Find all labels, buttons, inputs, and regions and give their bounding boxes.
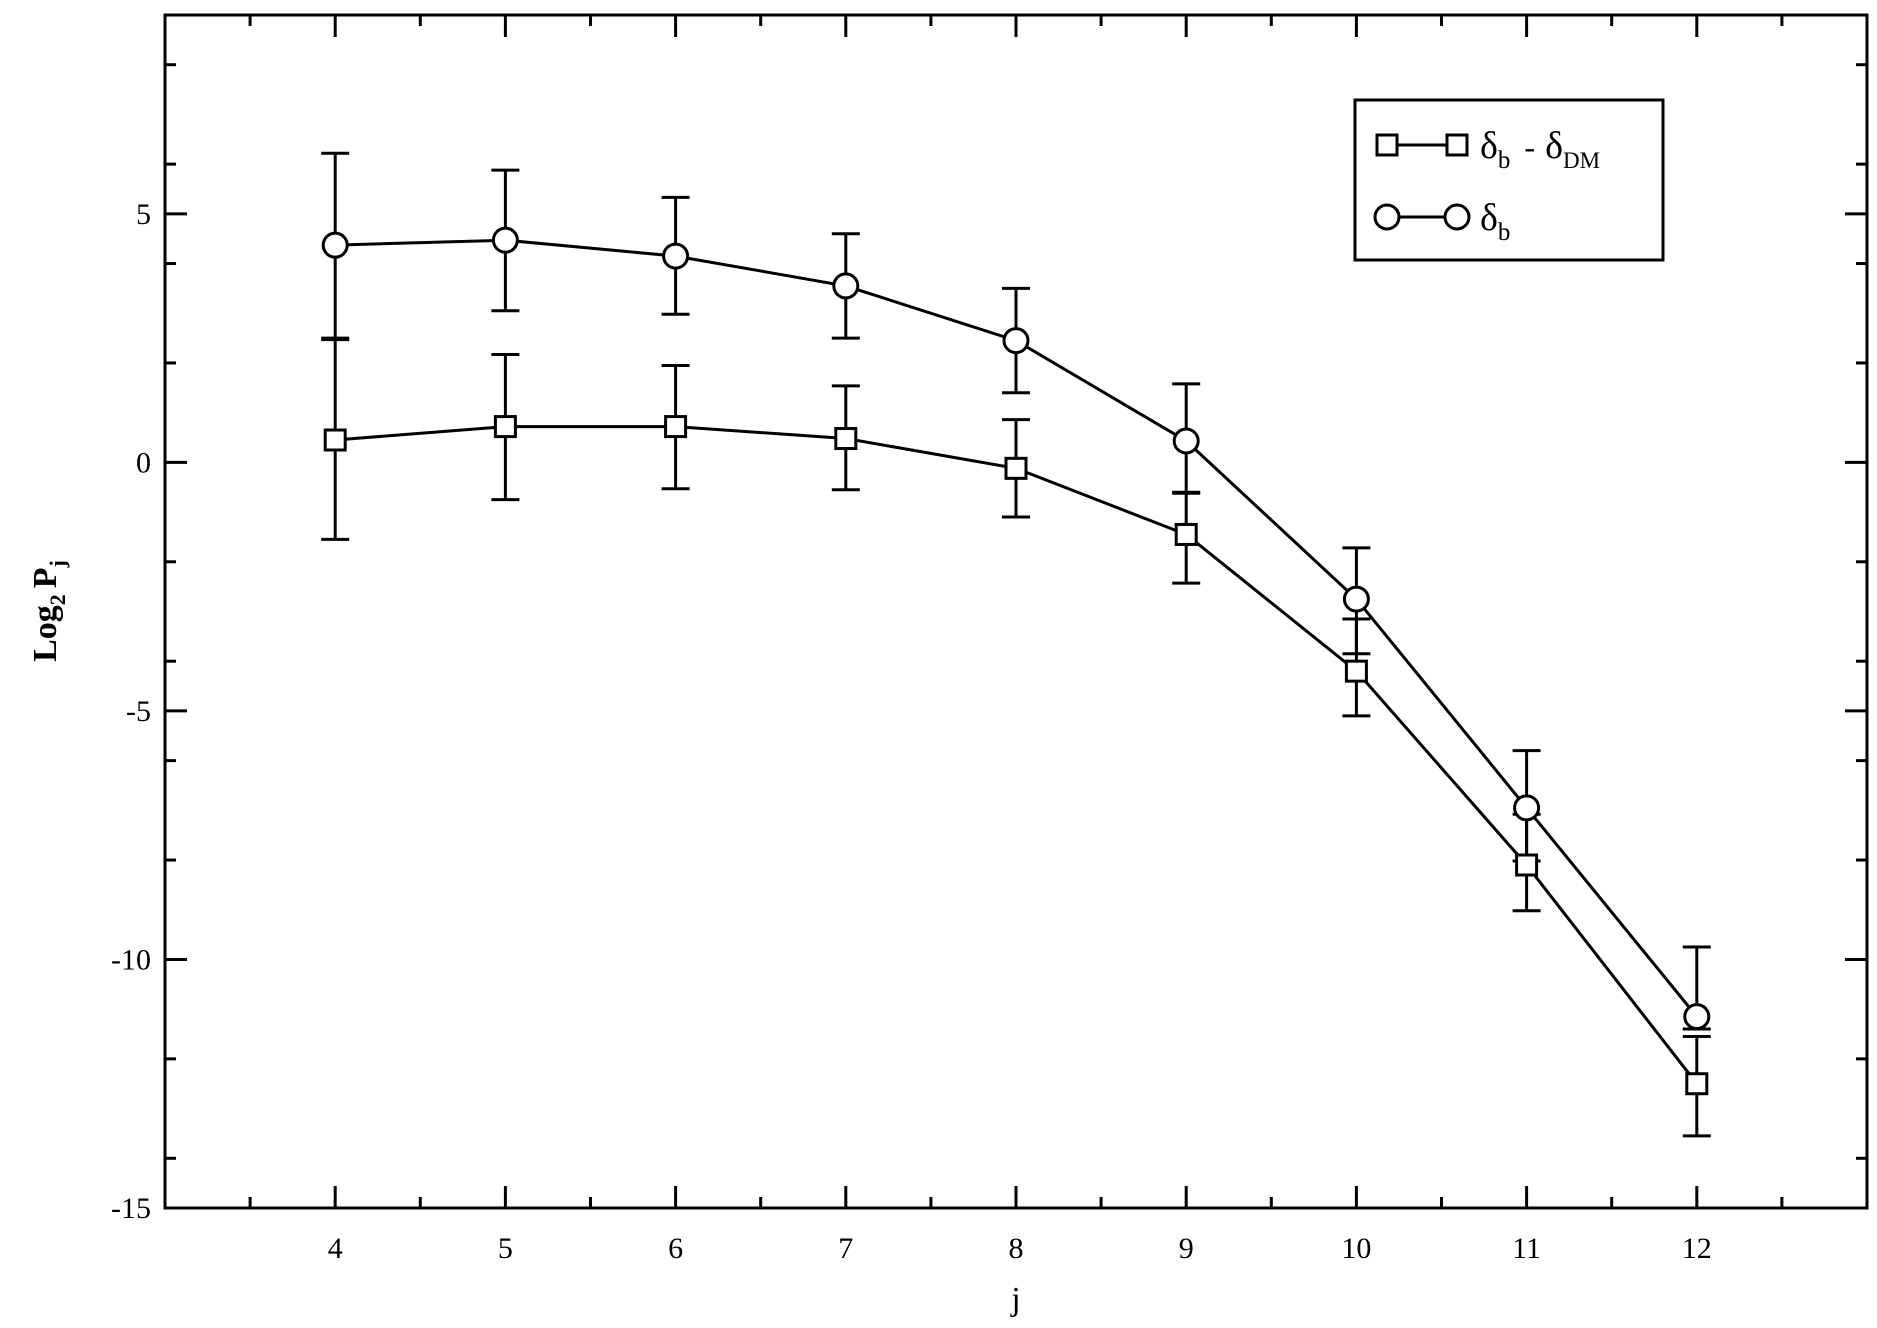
y-tick-label: 0 (136, 446, 151, 479)
data-point-square (664, 415, 688, 439)
tick-labels: 4 5 6 7 8 9 10 11 12 -15 -10 -5 0 5 (111, 198, 1712, 1265)
legend-label-square: δb - δDM (1480, 125, 1600, 174)
data-point-circle (1683, 1003, 1711, 1031)
y-axis-label-base: Log (27, 605, 64, 662)
y-axis-label: Log2 Pj (27, 560, 70, 662)
legend-label-circle: δb (1480, 197, 1510, 246)
x-tick-label: 5 (498, 1232, 513, 1265)
x-axis-label: j (1010, 1281, 1020, 1318)
data-point-circle (1342, 585, 1370, 613)
y-tick-label: 5 (136, 198, 151, 231)
data-point-square (1515, 853, 1539, 877)
data-point-circle (321, 231, 349, 259)
data-markers (321, 226, 1711, 1096)
legend: δb - δDM δb (1353, 98, 1665, 262)
y-tick-label: -10 (111, 943, 151, 976)
y-axis-label-main: P (27, 567, 64, 588)
data-point-circle (1513, 794, 1541, 822)
data-point-square (1004, 456, 1028, 480)
legend-marker-circle-right (1443, 203, 1471, 231)
x-tick-label: 6 (668, 1232, 683, 1265)
data-point-square (323, 428, 347, 452)
series-line-square (335, 425, 1698, 1085)
data-point-circle (491, 226, 519, 254)
legend-marker-square-left (1375, 133, 1399, 157)
data-point-circle (662, 242, 690, 270)
x-tick-label: 4 (328, 1232, 343, 1265)
y-tick-label: -5 (126, 695, 151, 728)
data-point-square (1344, 659, 1368, 683)
data-point-square (834, 427, 858, 451)
legend-entry-square: δb - δDM (1375, 125, 1600, 174)
x-tick-label: 12 (1682, 1232, 1712, 1265)
error-bars (321, 151, 1711, 1138)
y-axis-label-base-sub: 2 (45, 594, 70, 605)
legend-marker-square-right (1445, 133, 1469, 157)
legend-entry-circle: δb (1373, 197, 1510, 246)
svg-text:Log2Pj: Log2 Pj (27, 560, 70, 662)
y-tick-label: -15 (111, 1192, 151, 1225)
x-tick-label: 8 (1009, 1232, 1024, 1265)
x-tick-label: 9 (1179, 1232, 1194, 1265)
axis-ticks (165, 15, 1867, 1208)
legend-box (1353, 98, 1665, 262)
data-point-circle (832, 272, 860, 300)
data-point-circle (1172, 427, 1200, 455)
data-point-circle (1002, 327, 1030, 355)
data-point-square (1685, 1072, 1709, 1096)
x-tick-label: 7 (838, 1232, 853, 1265)
legend-marker-circle-left (1373, 203, 1401, 231)
data-point-square (493, 415, 517, 439)
data-point-square (1174, 522, 1198, 546)
y-axis-label-main-sub: j (45, 560, 70, 568)
x-tick-label: 11 (1512, 1232, 1541, 1265)
x-tick-label: 10 (1341, 1232, 1371, 1265)
